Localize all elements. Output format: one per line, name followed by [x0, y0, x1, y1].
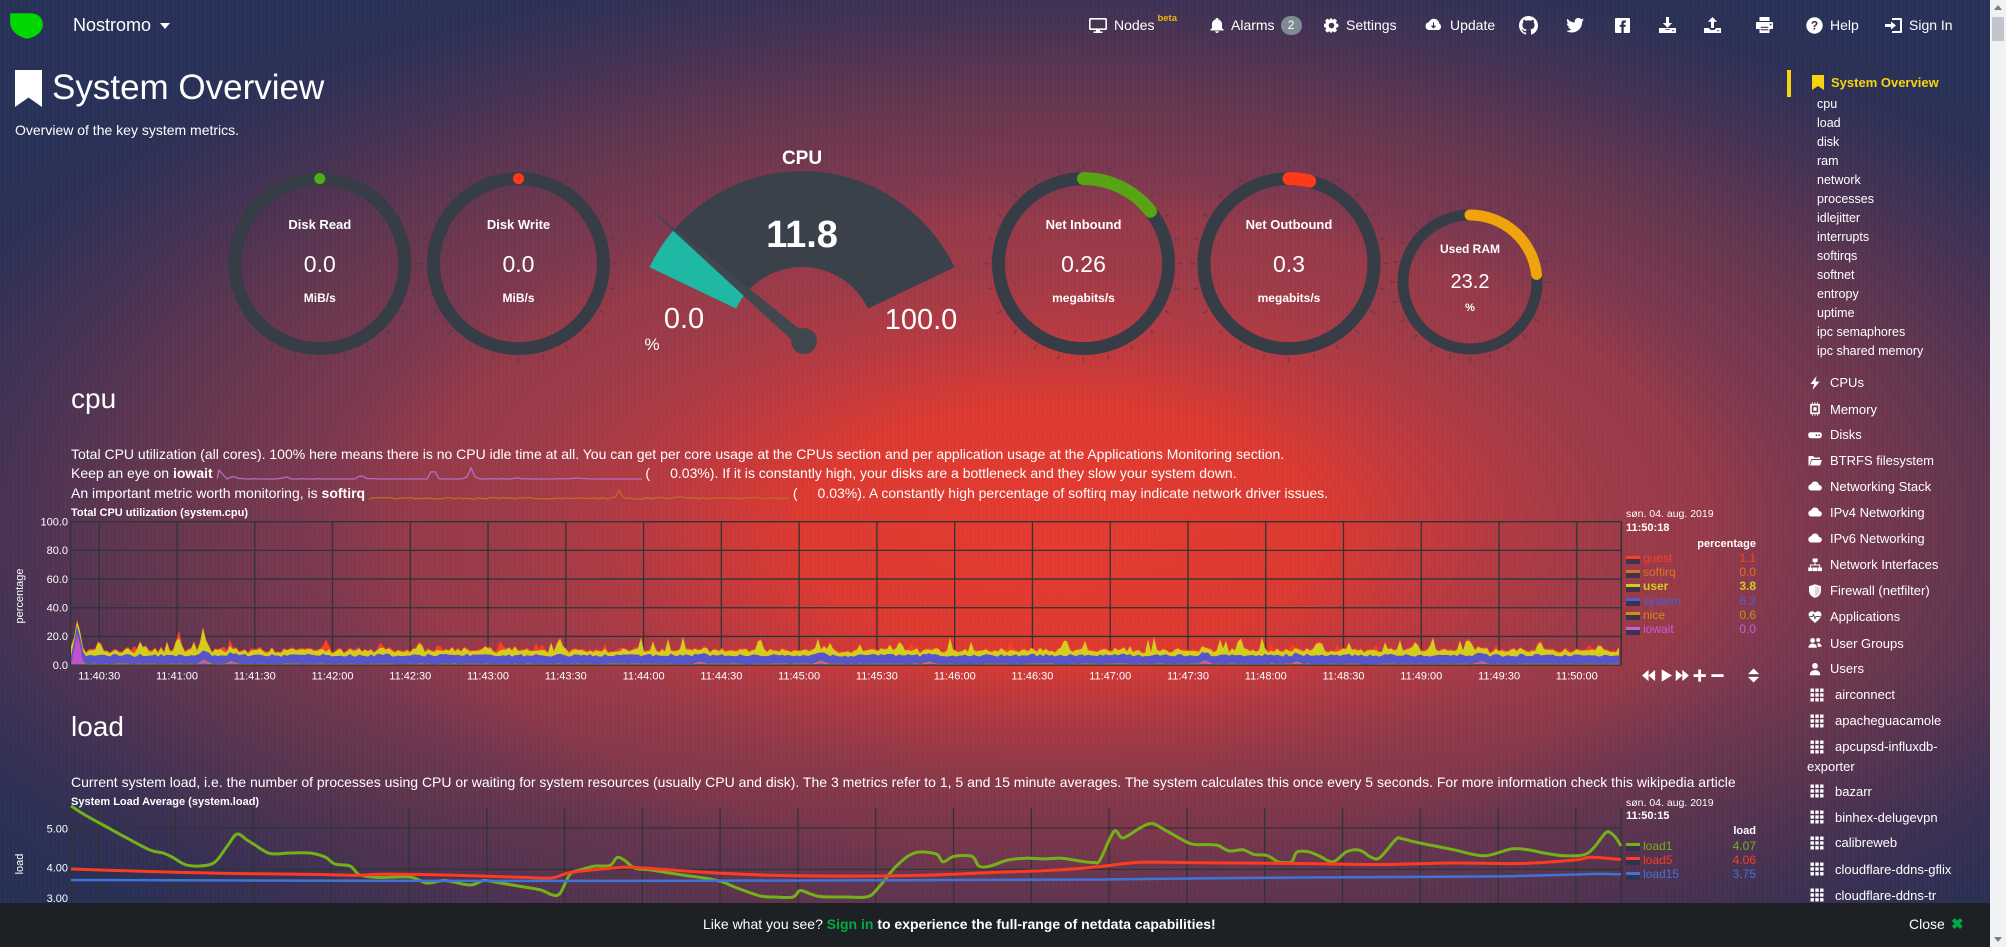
svg-text:20.0: 20.0: [47, 631, 68, 643]
svg-text:4.00: 4.00: [47, 863, 68, 875]
svg-text:11:49:30: 11:49:30: [1478, 671, 1520, 683]
svg-text:11:47:30: 11:47:30: [1167, 671, 1209, 683]
svg-text:11:45:00: 11:45:00: [778, 671, 820, 683]
svg-text:11:48:30: 11:48:30: [1322, 671, 1364, 683]
svg-text:11:44:30: 11:44:30: [700, 671, 742, 683]
svg-text:percentage: percentage: [14, 568, 26, 623]
svg-text:40.0: 40.0: [47, 603, 68, 615]
svg-text:11:44:00: 11:44:00: [623, 671, 665, 683]
svg-text:11:47:00: 11:47:00: [1089, 671, 1131, 683]
svg-text:11:41:00: 11:41:00: [156, 671, 198, 683]
svg-text:11:41:30: 11:41:30: [234, 671, 276, 683]
svg-text:0.0: 0.0: [53, 660, 68, 672]
svg-text:5.00: 5.00: [47, 824, 68, 836]
svg-text:11:40:30: 11:40:30: [78, 671, 120, 683]
svg-text:11:46:30: 11:46:30: [1011, 671, 1053, 683]
svg-text:11:46:00: 11:46:00: [934, 671, 976, 683]
svg-text:11:43:00: 11:43:00: [467, 671, 509, 683]
svg-text:11:45:30: 11:45:30: [856, 671, 898, 683]
svg-text:80.0: 80.0: [47, 545, 68, 557]
svg-text:11:49:00: 11:49:00: [1400, 671, 1442, 683]
svg-text:11:42:00: 11:42:00: [311, 671, 353, 683]
svg-text:11:42:30: 11:42:30: [389, 671, 431, 683]
svg-text:100.0: 100.0: [40, 517, 68, 529]
svg-text:3.00: 3.00: [47, 893, 68, 905]
svg-text:60.0: 60.0: [47, 574, 68, 586]
svg-text:load: load: [14, 854, 26, 875]
svg-text:11:50:00: 11:50:00: [1556, 671, 1598, 683]
svg-text:?: ?: [1811, 18, 1818, 32]
svg-text:11:48:00: 11:48:00: [1245, 671, 1287, 683]
svg-text:11:43:30: 11:43:30: [545, 671, 587, 683]
